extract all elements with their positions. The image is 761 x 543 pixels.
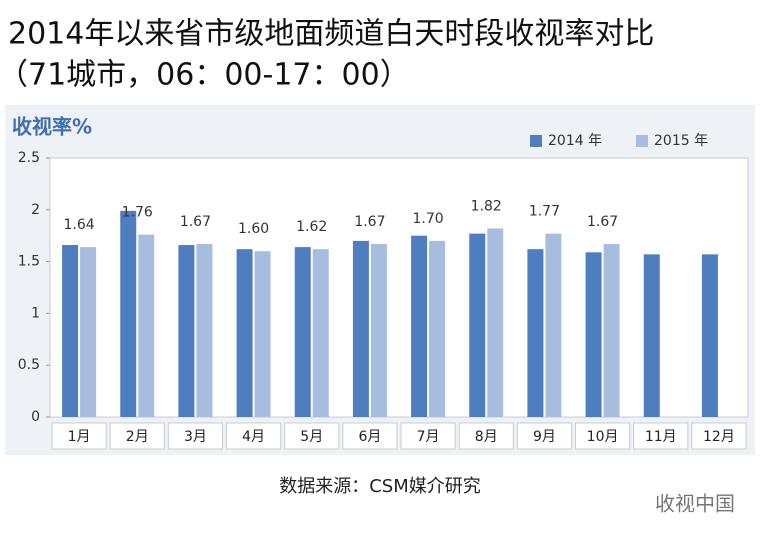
category-box bbox=[51, 422, 107, 450]
x-tick-label: 6月 bbox=[358, 429, 381, 445]
value-label: 1.77 bbox=[529, 204, 560, 220]
y-tick-label: 0.5 bbox=[18, 357, 40, 373]
bar bbox=[352, 240, 369, 417]
x-tick-label: 8月 bbox=[475, 429, 498, 445]
bar bbox=[429, 240, 446, 417]
plot-area bbox=[49, 157, 749, 418]
category-box bbox=[691, 422, 747, 450]
bar bbox=[487, 228, 504, 417]
value-label: 1.82 bbox=[471, 198, 502, 214]
chart-title: 2014年以来省市级地面频道白天时段收视率对比 bbox=[8, 17, 654, 52]
category-box bbox=[458, 422, 514, 450]
bar bbox=[370, 243, 387, 417]
watermark: 收视中国 bbox=[655, 492, 735, 516]
category-box bbox=[167, 422, 223, 450]
y-tick-label: 1 bbox=[31, 305, 40, 321]
y-tick-label: 2.5 bbox=[18, 150, 40, 166]
bar bbox=[527, 249, 544, 417]
x-tick-label: 5月 bbox=[300, 429, 323, 445]
x-tick-label: 12月 bbox=[703, 429, 735, 445]
y-tick-label: 2 bbox=[31, 202, 40, 218]
bar bbox=[254, 251, 271, 417]
bar bbox=[469, 233, 486, 417]
legend-swatch bbox=[530, 135, 542, 147]
bar bbox=[196, 243, 213, 417]
x-tick-label: 1月 bbox=[68, 429, 91, 445]
bar bbox=[701, 254, 718, 417]
category-box bbox=[633, 422, 689, 450]
bar bbox=[603, 243, 620, 417]
bar bbox=[411, 235, 428, 417]
category-box bbox=[109, 422, 165, 450]
x-tick-label: 4月 bbox=[242, 429, 265, 445]
source-note: 数据来源：CSM媒介研究 bbox=[279, 476, 481, 497]
chart-subtitle: （71城市，06：00-17：00） bbox=[0, 58, 410, 93]
y-tick-label: 0 bbox=[31, 409, 40, 425]
value-label: 1.60 bbox=[238, 221, 269, 237]
category-box bbox=[400, 422, 456, 450]
value-label: 1.67 bbox=[587, 214, 618, 230]
bar bbox=[120, 210, 137, 417]
category-box bbox=[575, 422, 631, 450]
bar bbox=[236, 249, 253, 417]
category-box bbox=[284, 422, 340, 450]
category-box bbox=[516, 422, 572, 450]
x-tick-label: 2月 bbox=[126, 429, 149, 445]
legend-swatch bbox=[636, 135, 648, 147]
bar bbox=[312, 249, 329, 417]
legend-label: 2015 年 bbox=[654, 133, 708, 149]
value-label: 1.70 bbox=[412, 211, 443, 227]
bar bbox=[585, 252, 602, 417]
category-box bbox=[342, 422, 398, 450]
x-tick-label: 9月 bbox=[533, 429, 556, 445]
bar bbox=[294, 247, 311, 417]
legend-label: 2014 年 bbox=[548, 133, 602, 149]
y-tick-label: 1.5 bbox=[18, 254, 40, 270]
value-label: 1.64 bbox=[63, 217, 94, 233]
value-label: 1.62 bbox=[296, 219, 327, 235]
bar bbox=[545, 233, 562, 417]
value-label: 1.76 bbox=[122, 205, 153, 221]
value-label: 1.67 bbox=[354, 214, 385, 230]
bar bbox=[80, 247, 97, 417]
x-tick-label: 11月 bbox=[645, 429, 677, 445]
y-axis-label: 收视率% bbox=[12, 115, 92, 139]
x-tick-label: 10月 bbox=[587, 429, 619, 445]
x-tick-label: 3月 bbox=[184, 429, 207, 445]
value-label: 1.67 bbox=[180, 214, 211, 230]
bar bbox=[178, 245, 195, 417]
bar bbox=[138, 234, 155, 417]
bar bbox=[62, 245, 79, 417]
bar bbox=[643, 254, 660, 417]
category-box bbox=[226, 422, 282, 450]
x-tick-label: 7月 bbox=[417, 429, 440, 445]
